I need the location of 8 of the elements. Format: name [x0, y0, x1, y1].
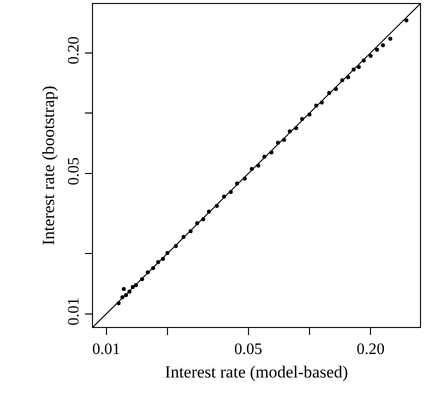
- y-tick-label: 0.05: [66, 157, 83, 186]
- y-axis-title: Interest rate (bootstrap): [39, 86, 58, 246]
- x-axis-title: Interest rate (model-based): [164, 362, 348, 382]
- y-tick-label: 0.01: [66, 297, 83, 326]
- x-tick-label: 0.20: [356, 341, 385, 358]
- x-tick-label: 0.05: [234, 341, 262, 358]
- x-tick-label: 0.01: [92, 341, 120, 358]
- y-tick-label: 0.20: [66, 36, 83, 64]
